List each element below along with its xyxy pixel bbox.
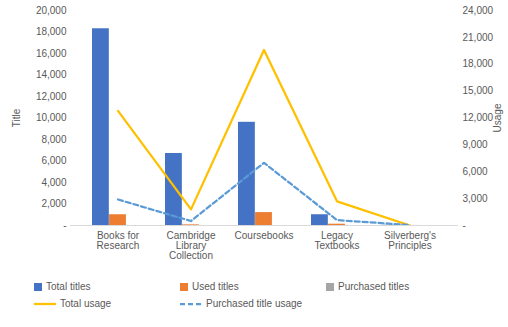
html-text:Total titles: Total titles <box>46 281 91 292</box>
svg-text:20,000: 20,000 <box>36 5 67 16</box>
svg-text:21,000: 21,000 <box>463 32 494 43</box>
svg-text:18,000: 18,000 <box>463 58 494 69</box>
svg-text:10,000: 10,000 <box>36 112 67 123</box>
svg-text:3,000: 3,000 <box>463 193 488 204</box>
svg-text:Silverberg'sPrinciples: Silverberg'sPrinciples <box>384 230 436 251</box>
svg-text:16,000: 16,000 <box>36 48 67 59</box>
svg-text:6,000: 6,000 <box>463 166 488 177</box>
html-text:Used titles: Used titles <box>192 281 239 292</box>
svg-text:-: - <box>463 220 466 231</box>
svg-text:24,000: 24,000 <box>463 5 494 16</box>
svg-text:-: - <box>63 220 66 231</box>
svg-text:4,000: 4,000 <box>41 177 66 188</box>
svg-text:Title: Title <box>11 108 22 127</box>
svg-text:15,000: 15,000 <box>463 85 494 96</box>
html-text:Purchased title usage: Purchased title usage <box>206 298 303 309</box>
svg-text:9,000: 9,000 <box>463 139 488 150</box>
svg-text:12,000: 12,000 <box>36 91 67 102</box>
svg-text:CambridgeLibraryCollection: CambridgeLibraryCollection <box>167 230 216 261</box>
svg-text:Usage: Usage <box>492 103 503 132</box>
svg-text:6,000: 6,000 <box>41 155 66 166</box>
svg-text:8,000: 8,000 <box>41 134 66 145</box>
html-text:Purchased titles: Purchased titles <box>338 281 410 292</box>
html-text:Total usage: Total usage <box>60 298 112 309</box>
svg-text:Books forResearch: Books forResearch <box>97 230 140 251</box>
svg-text:18,000: 18,000 <box>36 26 67 37</box>
svg-text:2,000: 2,000 <box>41 198 66 209</box>
svg-text:Coursebooks: Coursebooks <box>235 230 294 241</box>
svg-text:12,000: 12,000 <box>463 112 494 123</box>
svg-text:LegacyTextbooks: LegacyTextbooks <box>314 230 359 251</box>
svg-text:14,000: 14,000 <box>36 69 67 80</box>
